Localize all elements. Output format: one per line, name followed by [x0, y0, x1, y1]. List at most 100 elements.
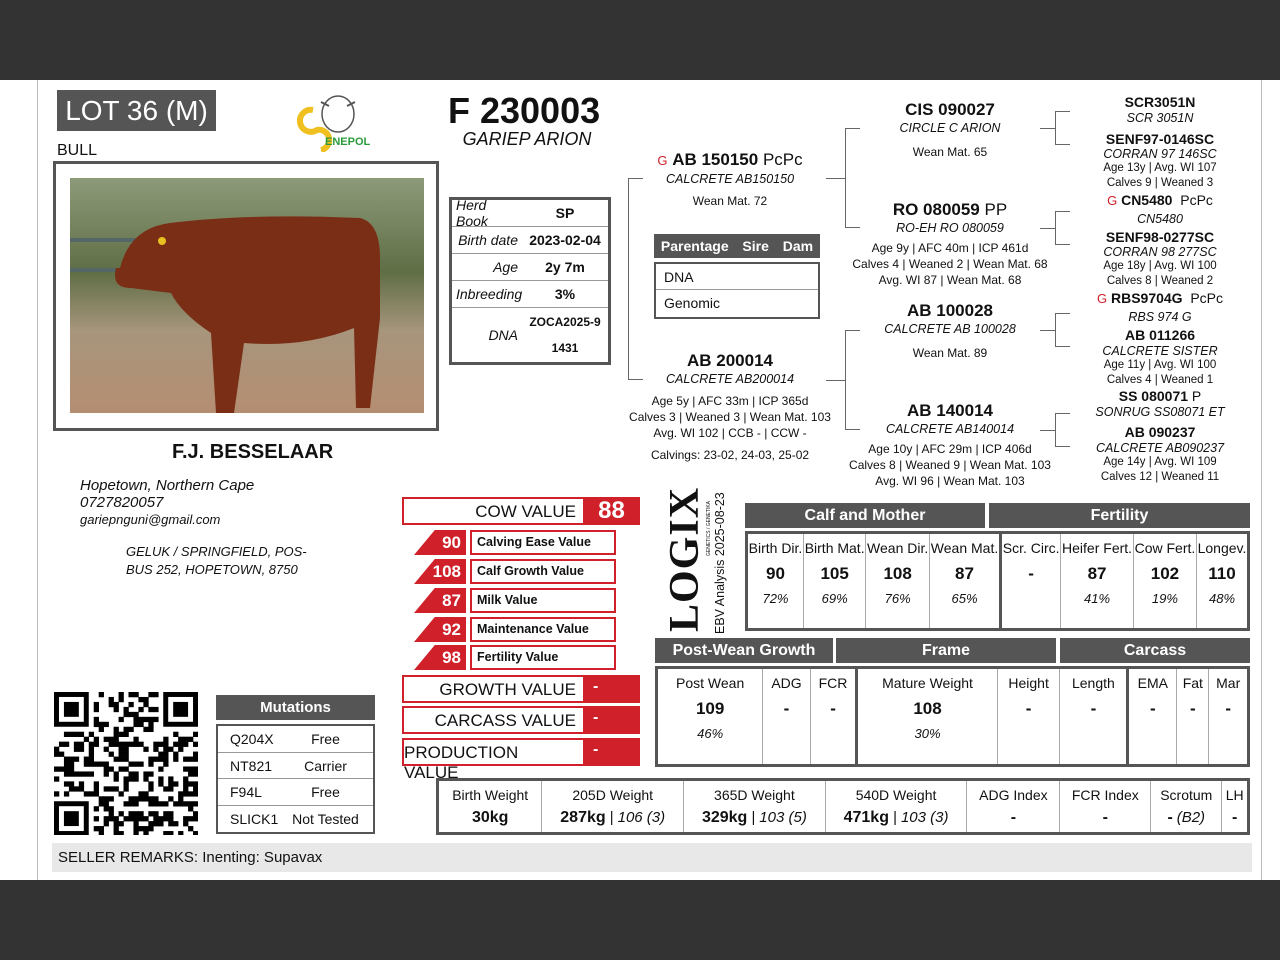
breeder-name: F.J. BESSELAAR — [172, 441, 334, 463]
info-row-dna: DNA ZOCA2025-91431 — [452, 308, 608, 362]
mutation-name: F94L — [230, 784, 262, 800]
ebv-cell: Birth Mat. 105 69% — [802, 532, 866, 630]
node-stats: Avg. WI 87 | Wean Mat. 68 — [878, 273, 1022, 287]
post-wean-header: Post-Wean Growth — [655, 638, 833, 663]
node-stats: Wean Mat. 89 — [912, 346, 988, 360]
info-key: DNA — [488, 327, 518, 343]
node-name: CORRAN 98 277SC — [1103, 245, 1217, 259]
node-name: CALCRETE AB090237 — [1095, 441, 1225, 455]
parentage-header: Parentage Sire Dam — [654, 234, 820, 258]
node-id: AB 011266 — [1124, 327, 1196, 343]
node-name: CALCRETE SISTER — [1102, 344, 1218, 358]
node-stats: Calves 4 | Weaned 2 | Wean Mat. 68 — [852, 257, 1048, 271]
ebv-accuracy: 69% — [821, 591, 848, 606]
ebv-cell: Scr. Circ. - — [999, 532, 1061, 630]
ebv-heading: Fat — [1182, 675, 1203, 691]
node-stats: Calves 8 | Weaned 9 | Wean Mat. 103 — [849, 458, 1051, 472]
carcass-value-label: CARCASS VALUE — [434, 711, 576, 730]
info-value: 2023-02-04 — [529, 232, 601, 248]
ebv-accuracy: 72% — [762, 591, 789, 606]
ebv-heading: Mature Weight — [882, 675, 973, 691]
ebv-cell: Cow Fert. 102 19% — [1132, 532, 1197, 630]
seller-remarks: SELLER REMARKS: Inenting: Supavax — [52, 843, 1252, 872]
pedigree-connector — [826, 380, 846, 381]
weight-cell: Birth Weight 30kg — [438, 780, 542, 834]
ebv-table-calf-fertility: Birth Dir. 90 72% Birth Mat. 105 69% Wean Dir.… — [745, 531, 1250, 631]
node-id: SENF98-0277SC — [1105, 229, 1215, 245]
pedigree-dam: AB 200014 CALCRETE AB200014 Age 5y | AFC… — [622, 351, 838, 463]
node-stats: Avg. WI 96 | Wean Mat. 103 — [875, 474, 1025, 488]
weight-cell: 540D Weight 471kg | 103 (3) — [824, 779, 967, 834]
maintenance-label: Maintenance Value — [470, 617, 616, 642]
node-id: AB 100028 — [906, 301, 993, 320]
ebv-accuracy: 46% — [697, 726, 724, 741]
frame-header: Frame — [836, 638, 1056, 663]
ebv-value: 87 — [1087, 564, 1107, 583]
ebv-heading: Mar — [1216, 675, 1241, 691]
node-id: SENF97-0146SC — [1105, 131, 1215, 147]
weight-cell: LH - — [1221, 779, 1249, 834]
info-key: Birth date — [458, 232, 518, 248]
genetic-test-icon: G — [1107, 193, 1118, 208]
seller-remarks-label: SELLER REMARKS: — [58, 849, 199, 866]
ebv-accuracy: 48% — [1208, 591, 1236, 606]
ebv-cell: Wean Dir. 108 76% — [865, 532, 930, 630]
weight-value: 329kg — [701, 809, 748, 826]
weight-cell: Scrotum - (B2) — [1150, 779, 1222, 834]
weight-value: 471kg — [843, 809, 889, 826]
pedigree-bracket — [845, 128, 860, 228]
ebv-cell: Length - — [1059, 667, 1128, 766]
pedigree-connector — [826, 178, 846, 179]
node-name: SCR 3051N — [1126, 111, 1194, 125]
carcass-value-box: CARCASS VALUE - — [402, 706, 640, 734]
dam-stats: Age 5y | AFC 33m | ICP 365d — [651, 394, 809, 408]
photo-frame — [53, 161, 439, 431]
lot-badge: LOT 36 (M) — [57, 90, 216, 131]
senepol-logo: ENEPOL — [293, 92, 371, 153]
growth-value-score: - — [583, 675, 640, 703]
parentage-title: Parentage — [660, 238, 729, 254]
ebv-heading: Scr. Circ. — [1002, 540, 1060, 556]
info-value: 2y 7m — [545, 259, 585, 275]
mutation-name: SLICK1 — [230, 810, 279, 827]
ebv-cell: Mar - — [1208, 667, 1249, 766]
seller-remarks-text: Inenting: Supavax — [202, 849, 323, 866]
pedigree-bracket — [1055, 111, 1070, 145]
mutation-status: Carrier — [304, 757, 347, 774]
bull-photo — [70, 178, 424, 413]
weight-value: - — [1102, 809, 1108, 826]
carcass-value-score: - — [583, 706, 640, 734]
node-stats: Age 18y | Avg. WI 100 — [1103, 260, 1217, 272]
weight-index-value: 106 (3) — [617, 809, 666, 826]
dam-stats: Calves 3 | Weaned 3 | Wean Mat. 103 — [629, 410, 831, 424]
node-poll: PcPc — [1190, 290, 1224, 306]
qr-code[interactable] — [53, 691, 199, 837]
ebv-value: 90 — [766, 564, 785, 583]
ebv-heading: Birth Mat. — [804, 540, 865, 556]
info-row-age: Age 2y 7m — [452, 254, 608, 281]
breeder-location: Hopetown, Northern Cape — [80, 477, 255, 494]
mutations-table: Q204X Free NT821 Carrier F94L Free SLICK1 No… — [216, 724, 375, 834]
growth-value-label: GROWTH VALUE — [439, 680, 576, 699]
calf-growth-label: Calf Growth Value — [470, 559, 616, 584]
node-stats: Age 11y | Avg. WI 100 — [1103, 359, 1217, 371]
breeder-email[interactable]: gariepnguni@gmail.com — [80, 512, 221, 527]
ebv-value: 105 — [820, 564, 849, 583]
pedigree-gen3: SCR3051N SCR 3051N SENF97-0146SC CORRAN … — [1085, 94, 1235, 486]
pedigree-connector — [1040, 330, 1055, 331]
ebv-cell: Height - — [996, 667, 1060, 766]
calf-mother-header: Calf and Mother — [745, 503, 985, 528]
address-line: BUS 252, HOPETOWN, 8750 — [126, 562, 298, 577]
address-line: GELUK / SPRINGFIELD, POS- — [126, 544, 307, 559]
ebv-value: 87 — [955, 564, 974, 583]
node-name: CIRCLE C ARION — [899, 121, 1001, 135]
node-id: CIS 090027 — [905, 100, 995, 119]
dam-id: AB 200014 — [686, 351, 773, 370]
cow-value-score: 88 — [583, 497, 640, 525]
weight-heading: 365D Weight — [714, 787, 795, 803]
node-stats: Age 14y | Avg. WI 109 — [1103, 456, 1217, 468]
mutation-status: Free — [311, 731, 340, 747]
ebv-value: 110 — [1208, 564, 1236, 583]
pedigree-bracket — [845, 330, 860, 430]
node-name: CALCRETE AB 100028 — [884, 322, 1016, 336]
